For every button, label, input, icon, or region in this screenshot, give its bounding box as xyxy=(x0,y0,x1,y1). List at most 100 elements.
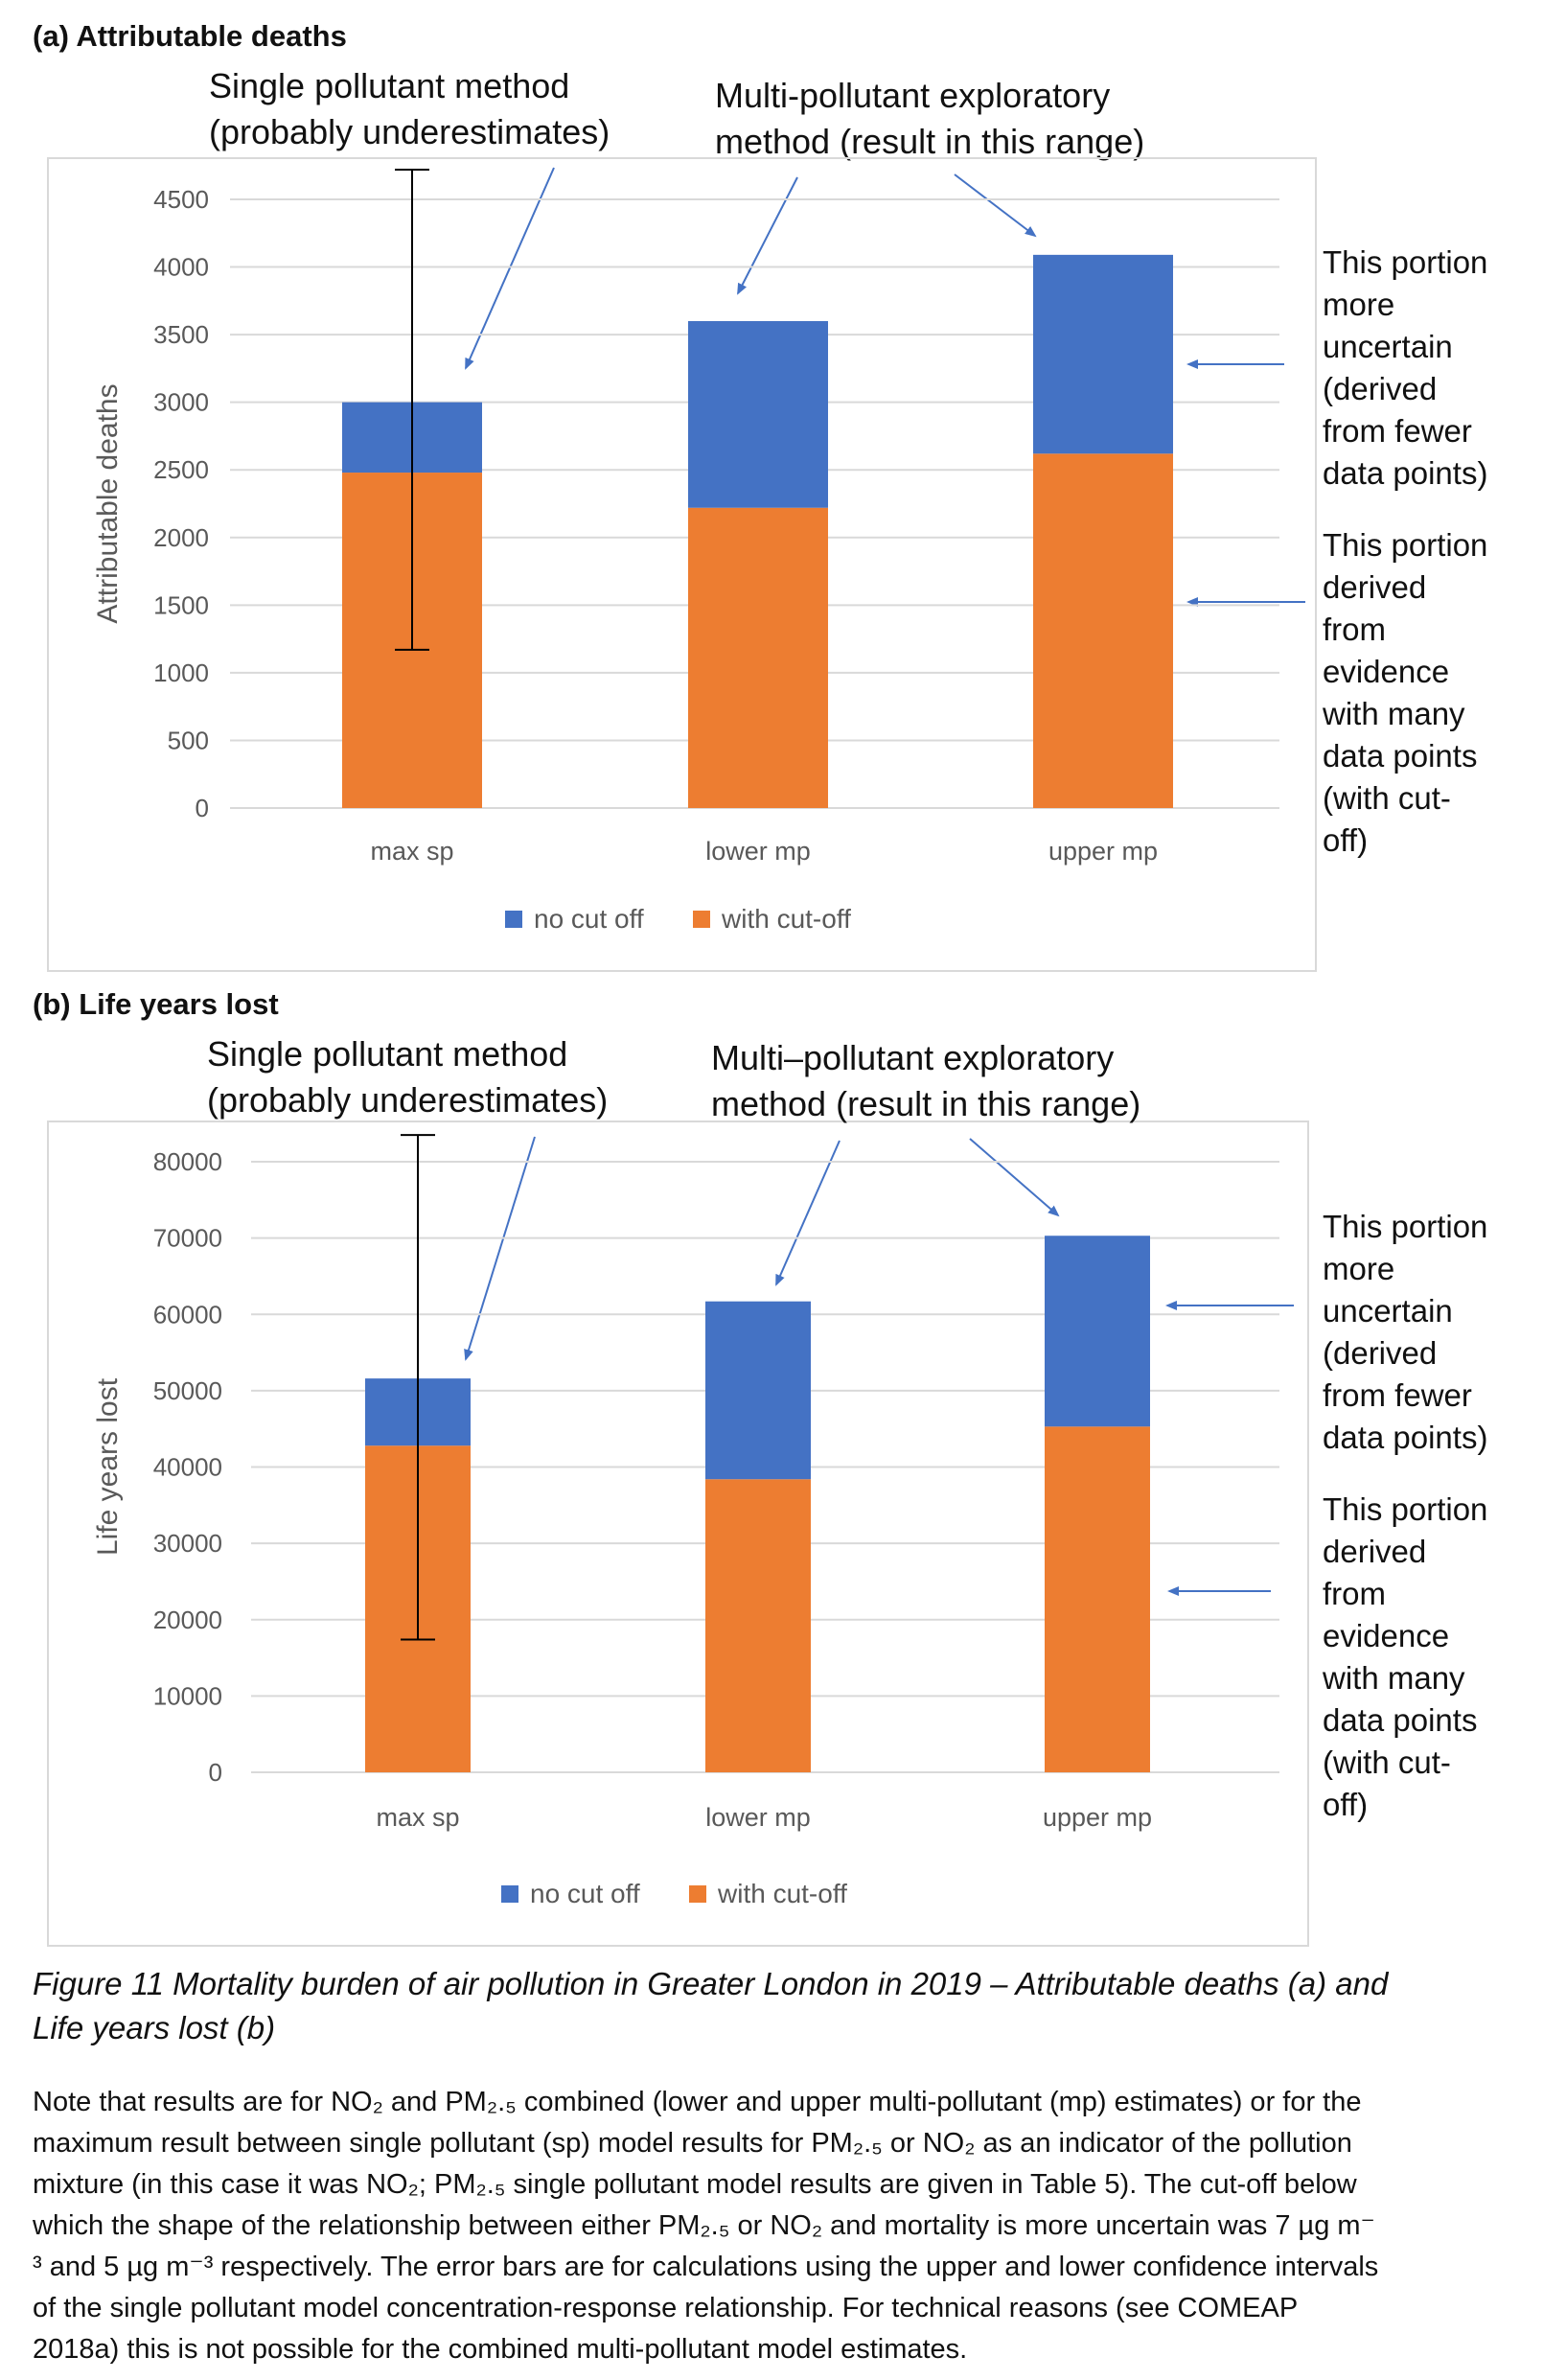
legend-label: with cut-off xyxy=(717,1879,847,1908)
y-tick-label: 40000 xyxy=(153,1453,222,1482)
side-line: off) xyxy=(1323,1787,1369,1822)
bar-no-cut-off xyxy=(1033,254,1173,454)
arrow-lower-mp-a xyxy=(737,176,798,295)
figure-note: Note that results are for NO₂ and PM₂.₅ … xyxy=(33,2082,1524,2370)
panel-a-mp-label-line1: Multi-pollutant exploratory xyxy=(715,76,1111,115)
panel-b-frame xyxy=(47,1121,1309,1947)
legend-swatch xyxy=(505,911,522,928)
y-tick-label: 3000 xyxy=(153,388,209,417)
panel-b-title: (b) Life years lost xyxy=(33,987,279,1021)
x-category-label: lower mp xyxy=(705,837,811,866)
side-line: from xyxy=(1323,1576,1386,1611)
legend-label: with cut-off xyxy=(721,904,851,934)
x-category-label: max sp xyxy=(370,837,453,866)
side-line: This portion xyxy=(1323,527,1488,563)
side-line: This portion xyxy=(1323,1209,1488,1244)
panel-a-sp-label-line1: Single pollutant method xyxy=(209,66,570,105)
side-line: (with cut- xyxy=(1323,1745,1451,1780)
x-category-label: lower mp xyxy=(705,1803,811,1832)
side-line: more xyxy=(1323,287,1395,322)
y-tick-label: 4000 xyxy=(153,253,209,282)
arrow-sp-b xyxy=(464,1136,536,1361)
y-tick-label: 50000 xyxy=(153,1376,222,1405)
bar-with-cut-off xyxy=(688,507,828,808)
y-tick-label: 10000 xyxy=(153,1681,222,1710)
figure-caption: Figure 11 Mortality burden of air pollut… xyxy=(33,1962,1528,2050)
side-line: evidence xyxy=(1323,654,1450,689)
side-line: from fewer xyxy=(1323,1377,1472,1413)
panel-a-frame xyxy=(47,157,1317,972)
legend-label: no cut off xyxy=(534,904,644,934)
x-category-label: upper mp xyxy=(1048,837,1158,866)
caption-line: Life years lost (b) xyxy=(33,2010,276,2045)
side-line: (derived xyxy=(1323,371,1438,406)
panel-a-sp-label-line2: (probably underestimates) xyxy=(209,112,610,151)
side-line: derived xyxy=(1323,1534,1427,1569)
y-tick-label: 80000 xyxy=(153,1147,222,1176)
note-line: mixture (in this case it was NO₂; PM₂.₅ … xyxy=(33,2169,1357,2200)
panel-b-side-bottom: This portion derived from evidence with … xyxy=(1323,1489,1487,1826)
bar-no-cut-off xyxy=(1045,1236,1150,1427)
y-tick-label: 0 xyxy=(196,794,209,822)
side-line: data points xyxy=(1323,738,1478,774)
panel-a-title: (a) Attributable deaths xyxy=(33,19,347,53)
side-line: uncertain xyxy=(1323,329,1453,364)
panel-a-side-bottom: This portion derived from evidence with … xyxy=(1323,524,1487,862)
y-tick-label: 60000 xyxy=(153,1300,222,1329)
arrow-upper-mp-a xyxy=(954,173,1037,238)
side-line: (derived xyxy=(1323,1335,1438,1371)
y-tick-label: 4500 xyxy=(153,185,209,214)
side-line: This portion xyxy=(1323,244,1488,280)
side-line: with many xyxy=(1323,696,1465,731)
chart-a: 0 500 1000 1500 2000 2500 3000 3500 4000 4500 Attr… xyxy=(92,168,1279,934)
side-line: (with cut- xyxy=(1323,780,1451,816)
panel-a-side-top: This portion more uncertain (derived fro… xyxy=(1323,242,1487,495)
y-tick-label: 2000 xyxy=(153,523,209,552)
side-line: data points) xyxy=(1323,1420,1488,1455)
x-category-label: upper mp xyxy=(1043,1803,1152,1832)
panel-b-sp-label-line2: (probably underestimates) xyxy=(207,1080,609,1120)
side-line: off) xyxy=(1323,822,1369,858)
y-tick-label: 30000 xyxy=(153,1529,222,1558)
x-category-label: max sp xyxy=(376,1803,459,1832)
legend-swatch xyxy=(689,1885,706,1903)
y-tick-label: 1500 xyxy=(153,590,209,619)
side-line: evidence xyxy=(1323,1618,1450,1653)
legend-swatch xyxy=(693,911,710,928)
bar-no-cut-off xyxy=(705,1301,811,1480)
side-line: with many xyxy=(1323,1660,1465,1696)
panel-a-mp-label-line2: method (result in this range) xyxy=(715,122,1145,161)
y-tick-label: 1000 xyxy=(153,659,209,687)
note-line: maximum result between single pollutant … xyxy=(33,2128,1352,2159)
y-tick-label: 500 xyxy=(168,726,209,754)
y-tick-label: 0 xyxy=(209,1758,222,1787)
y-tick-label: 3500 xyxy=(153,320,209,349)
side-line: data points) xyxy=(1323,455,1488,491)
side-line: from fewer xyxy=(1323,413,1472,449)
side-line: derived xyxy=(1323,569,1427,605)
y-axis-label: Attributable deaths xyxy=(92,383,124,623)
bar-with-cut-off xyxy=(1045,1426,1150,1772)
legend-label: no cut off xyxy=(530,1879,640,1908)
y-tick-label: 2500 xyxy=(153,455,209,484)
bar-with-cut-off xyxy=(705,1479,811,1772)
caption-line: Figure 11 Mortality burden of air pollut… xyxy=(33,1966,1389,2001)
panel-a-mp-label: Multi-pollutant exploratory method (resu… xyxy=(715,73,1144,165)
panel-b-sp-label-line1: Single pollutant method xyxy=(207,1034,568,1074)
side-line: uncertain xyxy=(1323,1293,1453,1329)
arrow-lower-mp-b xyxy=(775,1140,841,1286)
bar-no-cut-off xyxy=(688,321,828,508)
panel-b-mp-label-line2: method (result in this range) xyxy=(711,1084,1141,1123)
y-tick-label: 20000 xyxy=(153,1606,222,1634)
note-line: ³ and 5 µg m⁻³ respectively. The error b… xyxy=(33,2252,1379,2282)
side-line: data points xyxy=(1323,1702,1478,1738)
chart-b: 0 10000 20000 30000 40000 50000 60000 70000 8000… xyxy=(92,1134,1279,1908)
note-line: of the single pollutant model concentrat… xyxy=(33,2293,1299,2323)
legend-swatch xyxy=(501,1885,518,1903)
bar-with-cut-off xyxy=(1033,453,1173,808)
panel-b-arrows xyxy=(464,1136,1294,1596)
arrow-upper-mp-b xyxy=(969,1138,1060,1217)
side-line: more xyxy=(1323,1251,1395,1286)
panel-a-sp-label: Single pollutant method (probably undere… xyxy=(209,63,610,155)
panel-b-side-top: This portion more uncertain (derived fro… xyxy=(1323,1206,1487,1459)
